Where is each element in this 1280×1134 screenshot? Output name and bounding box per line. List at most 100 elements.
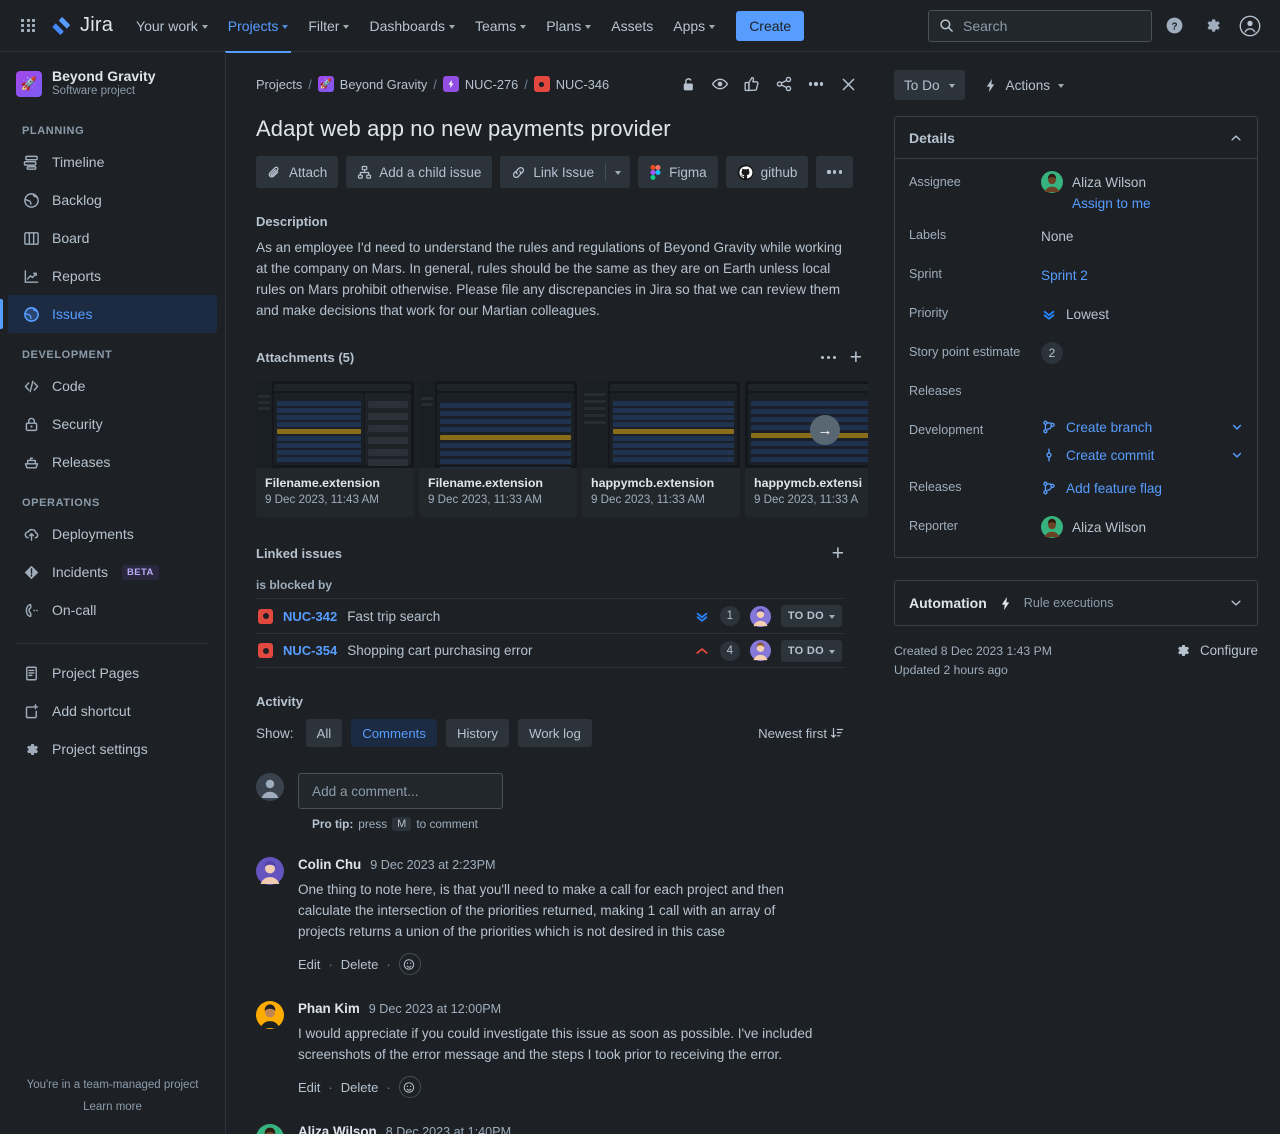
status-badge[interactable]: TO DO — [780, 605, 842, 627]
tab-comments[interactable]: Comments — [351, 719, 437, 747]
story-points-value[interactable]: 2 — [1041, 342, 1063, 364]
nav-item-plans[interactable]: Plans — [537, 10, 600, 42]
attachment-card[interactable]: happymcb.extensi 9 Dec 2023, 11:33 A — [745, 381, 868, 517]
create-button[interactable]: Create — [736, 10, 805, 41]
create-branch-row[interactable]: Create branch — [1041, 419, 1243, 435]
comment-delete-link[interactable]: Delete — [340, 956, 379, 972]
nav-item-dashboards[interactable]: Dashboards — [360, 10, 464, 42]
automation-header[interactable]: Automation Rule executions — [895, 581, 1257, 625]
linked-issue-row[interactable]: NUC-342 Fast trip search 1 TO DO — [256, 598, 844, 633]
chevron-down-icon[interactable] — [1229, 596, 1243, 610]
nav-item-assets[interactable]: Assets — [602, 10, 662, 42]
status-badge[interactable]: TO DO — [780, 639, 842, 662]
linked-issue-key[interactable]: NUC-354 — [283, 643, 338, 658]
nav-item-apps[interactable]: Apps — [664, 10, 724, 42]
releases-value[interactable] — [1041, 380, 1243, 404]
linked-issues-add-icon[interactable]: + — [831, 542, 844, 565]
issue-status-dropdown[interactable]: To Do — [894, 70, 965, 100]
github-button[interactable]: github — [725, 156, 809, 188]
attachments-more-icon[interactable] — [820, 355, 836, 360]
add-feature-flag-link[interactable]: Add feature flag — [1066, 480, 1162, 496]
sidebar-item-backlog[interactable]: Backlog — [8, 181, 217, 219]
add-reaction-icon[interactable] — [398, 953, 421, 975]
linked-issue-row[interactable]: NUC-354 Shopping cart purchasing error 4… — [256, 633, 844, 668]
search-box[interactable] — [928, 9, 1152, 42]
chevron-down-icon[interactable] — [1231, 449, 1243, 461]
nav-item-teams[interactable]: Teams — [466, 10, 535, 42]
sidebar-item-project-settings[interactable]: Project settings — [8, 730, 217, 768]
sidebar-item-timeline[interactable]: Timeline — [8, 143, 217, 181]
more-actions-button[interactable] — [816, 156, 854, 188]
sidebar-item-project-pages[interactable]: Project Pages — [8, 654, 217, 692]
sidebar-item-add-shortcut[interactable]: Add shortcut — [8, 692, 217, 730]
sidebar-item-board[interactable]: Board — [8, 219, 217, 257]
comment-edit-link[interactable]: Edit — [298, 956, 321, 972]
actions-dropdown[interactable]: Actions — [975, 70, 1073, 100]
jira-logo[interactable]: Jira — [44, 14, 125, 37]
nav-item-projects[interactable]: Projects — [219, 10, 298, 53]
attachments-section: Attachments (5) + — [256, 346, 868, 517]
add-reaction-icon[interactable] — [398, 1076, 421, 1098]
sidebar-item-on-call[interactable]: On-call — [8, 591, 217, 629]
link-issue-dropdown-button[interactable] — [606, 156, 630, 188]
comment-input-wrapper[interactable] — [298, 773, 503, 809]
help-circle-icon[interactable]: ? — [1158, 10, 1190, 42]
details-card-header[interactable]: Details — [895, 117, 1257, 159]
tab-all[interactable]: All — [305, 719, 343, 747]
chevron-up-icon[interactable] — [1229, 131, 1243, 145]
sidebar-item-code[interactable]: Code — [8, 367, 217, 405]
sidebar-item-reports[interactable]: Reports — [8, 257, 217, 295]
figma-button[interactable]: Figma — [638, 156, 718, 188]
create-commit-row[interactable]: Create commit — [1041, 447, 1243, 463]
comment-edit-link[interactable]: Edit — [298, 1079, 321, 1095]
project-header[interactable]: 🚀 Beyond Gravity Software project — [0, 52, 225, 109]
breadcrumb-projects[interactable]: Projects — [256, 76, 303, 92]
breadcrumb-epic[interactable]: NUC-276 — [464, 76, 519, 92]
create-branch-link[interactable]: Create branch — [1066, 419, 1153, 435]
sidebar-item-label: Project settings — [52, 741, 148, 757]
unlock-icon[interactable] — [674, 70, 702, 98]
labels-value[interactable]: None — [1041, 228, 1074, 244]
linked-issue-key[interactable]: NUC-342 — [283, 608, 338, 624]
create-commit-link[interactable]: Create commit — [1066, 447, 1155, 463]
nav-item-filter[interactable]: Filter — [299, 10, 358, 42]
sprint-value[interactable]: Sprint 2 — [1041, 267, 1088, 283]
chevron-down-icon[interactable] — [1231, 421, 1243, 433]
sidebar-item-deployments[interactable]: Deployments — [8, 515, 217, 553]
avatar — [256, 857, 284, 975]
sort-order-toggle[interactable]: Newest first — [758, 726, 844, 741]
more-options-icon[interactable] — [802, 70, 830, 98]
team-managed-note: You're in a team-managed project — [26, 1079, 199, 1091]
link-issue-button[interactable]: Link Issue — [500, 156, 605, 188]
sidebar-item-incidents[interactable]: Incidents BETA — [8, 553, 217, 591]
tab-history[interactable]: History — [445, 719, 509, 747]
nav-item-your-work[interactable]: Your work — [127, 10, 217, 42]
attachment-thumbnail — [419, 381, 577, 468]
attachments-add-icon[interactable]: + — [849, 346, 862, 369]
share-icon[interactable] — [770, 70, 798, 98]
thumbs-up-icon[interactable] — [738, 70, 766, 98]
grid-apps-icon[interactable] — [14, 12, 42, 40]
attachment-card[interactable]: Filename.extension 9 Dec 2023, 11:43 AM — [256, 381, 414, 517]
search-input[interactable] — [963, 17, 1141, 34]
attachment-card[interactable]: happymcb.extension 9 Dec 2023, 11:33 AM — [582, 381, 740, 517]
comment-input[interactable] — [312, 783, 489, 799]
watch-eye-icon[interactable] — [706, 70, 734, 98]
sidebar-item-security[interactable]: Security — [8, 405, 217, 443]
tab-work-log[interactable]: Work log — [517, 719, 592, 747]
arrow-right-icon[interactable]: → — [810, 415, 840, 445]
attach-button[interactable]: Attach — [256, 156, 339, 188]
breadcrumb-issue[interactable]: NUC-346 — [555, 76, 610, 92]
comment-delete-link[interactable]: Delete — [340, 1079, 379, 1095]
add-child-issue-button[interactable]: Add a child issue — [346, 156, 493, 188]
learn-more-link[interactable]: Learn more — [83, 1101, 142, 1113]
assign-to-me-link[interactable]: Assign to me — [1072, 196, 1151, 211]
sidebar-item-releases[interactable]: Releases — [8, 443, 217, 481]
breadcrumb-project[interactable]: Beyond Gravity — [339, 76, 428, 92]
gear-icon[interactable] — [1196, 10, 1228, 42]
close-icon[interactable] — [834, 70, 862, 98]
sidebar-item-issues[interactable]: Issues — [0, 295, 217, 333]
attachment-card[interactable]: Filename.extension 9 Dec 2023, 11:33 AM — [419, 381, 577, 517]
configure-button[interactable]: Configure — [1174, 642, 1258, 659]
account-avatar-icon[interactable] — [1234, 10, 1266, 42]
